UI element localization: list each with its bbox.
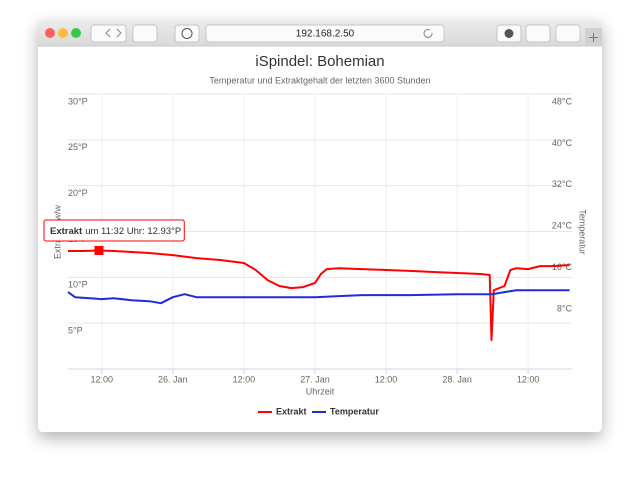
plot: 5°P10°P15°P20°P25°P30°P8°C16°C24°C32°C40…	[43, 93, 573, 416]
x-tick-label: 12:00	[90, 374, 113, 384]
y-tick-label: 30°P	[68, 96, 88, 106]
tooltip-text: Extrakt um 11:32 Uhr: 12.93°P	[50, 226, 181, 237]
x-axis-title: Uhrzeit	[306, 386, 335, 396]
close-button[interactable]	[45, 28, 55, 38]
privacy-button[interactable]	[174, 24, 200, 43]
x-tick-label: 28. Jan	[442, 374, 472, 384]
tooltip-box	[43, 219, 185, 242]
legend-label: Temperatur	[330, 406, 379, 416]
chart-subtitle: Temperatur und Extraktgehalt der letzten…	[209, 75, 430, 85]
window	[38, 20, 602, 432]
plus-icon	[589, 33, 598, 42]
chart-title: iSpindel: Bohemian	[255, 53, 384, 70]
legend-label: Extrakt	[276, 406, 307, 416]
address-bar[interactable]	[205, 24, 445, 43]
y2-tick-label: 24°C	[552, 221, 573, 231]
download-icon	[504, 29, 514, 38]
y-tick-label: 10°P	[68, 280, 88, 290]
tooltip-value: um 11:32 Uhr: 12.93°P	[85, 226, 181, 237]
x-tick-label: 12:00	[517, 374, 540, 384]
tabs-button[interactable]	[555, 24, 581, 43]
nav-arrows	[105, 28, 122, 38]
zoom-button[interactable]	[71, 28, 81, 38]
y2-tick-label: 48°C	[552, 96, 573, 106]
y-tick-label: 20°P	[68, 188, 88, 198]
y-tick-label: 25°P	[68, 142, 88, 152]
tooltip-series: Extrakt	[50, 226, 83, 237]
tooltip: Extrakt um 11:32 Uhr: 12.93°P	[43, 219, 185, 242]
url: 192.168.2.50	[296, 29, 355, 40]
sidebar-button[interactable]	[132, 24, 158, 43]
reload-icon[interactable]	[423, 29, 433, 38]
series-line	[67, 289, 570, 305]
tooltip-marker	[94, 245, 104, 255]
y2-tick-label: 40°C	[552, 138, 573, 148]
y-tick-label: 5°P	[68, 326, 83, 336]
x-tick-label: 12:00	[375, 374, 398, 384]
share-button[interactable]	[525, 24, 551, 43]
series-line	[68, 249, 570, 341]
y2-tick-label: 8°C	[557, 304, 573, 314]
x-tick-label: 26. Jan	[158, 374, 188, 384]
privacy-icon	[181, 28, 193, 39]
y2-axis-title: Temperatur	[578, 209, 588, 255]
minimize-button[interactable]	[58, 28, 68, 38]
y2-tick-label: 16°C	[552, 262, 573, 272]
x-tick-label: 12:00	[233, 374, 256, 384]
y2-tick-label: 32°C	[552, 179, 573, 189]
x-tick-label: 27. Jan	[300, 374, 330, 384]
